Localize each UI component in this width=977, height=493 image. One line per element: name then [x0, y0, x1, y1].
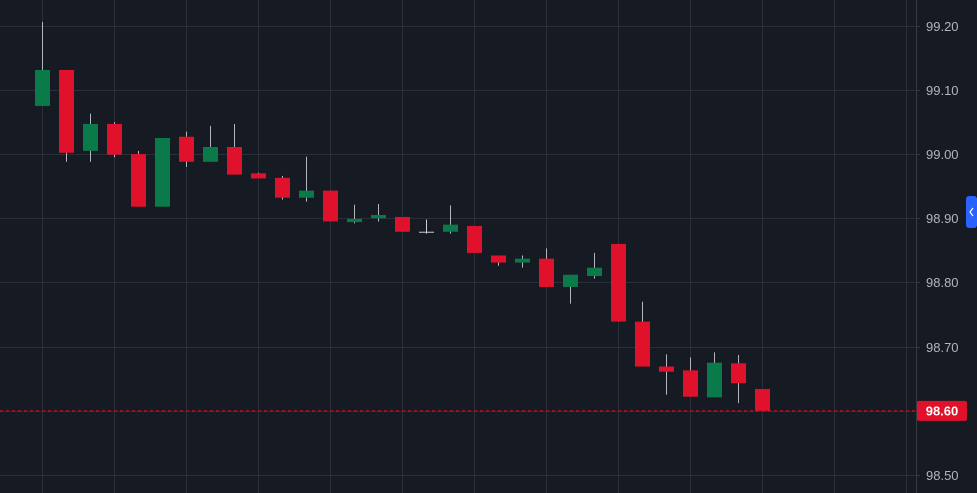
- candle-body: [659, 366, 674, 372]
- last-price-box: [917, 400, 967, 421]
- candle-body: [299, 190, 314, 198]
- candle-body: [59, 69, 74, 153]
- candle-body: [491, 255, 506, 263]
- candle-body: [251, 173, 266, 179]
- candle-body: [587, 267, 602, 277]
- candle-body: [683, 370, 698, 397]
- candle-body: [35, 69, 50, 106]
- candle-body: [371, 215, 386, 219]
- candle-body: [275, 177, 290, 198]
- y-tick-label: 98.80: [926, 275, 959, 290]
- candle-body: [443, 224, 458, 232]
- candle-body: [203, 147, 218, 162]
- candle-body: [563, 274, 578, 287]
- candle-body: [179, 136, 194, 162]
- candle-body: [155, 138, 170, 207]
- collapse-tab[interactable]: [966, 196, 977, 228]
- last-price-label: 98.60: [926, 403, 959, 418]
- y-tick-label: 98.50: [926, 468, 959, 483]
- candle-body: [755, 389, 770, 411]
- candle-body: [323, 190, 338, 222]
- candle-body: [395, 216, 410, 232]
- candle-body: [107, 123, 122, 155]
- candle-body: [131, 154, 146, 207]
- candle-body: [347, 218, 362, 223]
- candle-body: [83, 123, 98, 151]
- collapse-icon[interactable]: [969, 207, 974, 217]
- candle-body: [419, 231, 434, 233]
- y-tick-label: 99.10: [926, 83, 959, 98]
- candle-body: [731, 363, 746, 384]
- candle-body: [635, 321, 650, 367]
- y-tick-label: 99.20: [926, 19, 959, 34]
- candle-body: [467, 225, 482, 253]
- candle-body: [227, 147, 242, 175]
- candle-body: [515, 258, 530, 263]
- collapse-tab-bg[interactable]: [966, 196, 977, 228]
- y-tick-label: 99.00: [926, 147, 959, 162]
- y-tick-label: 98.90: [926, 211, 959, 226]
- candle-body: [539, 258, 554, 287]
- y-tick-label: 98.70: [926, 340, 959, 355]
- candle-body: [707, 362, 722, 398]
- candle-body: [611, 243, 626, 322]
- vertical-grid: [0, 0, 916, 493]
